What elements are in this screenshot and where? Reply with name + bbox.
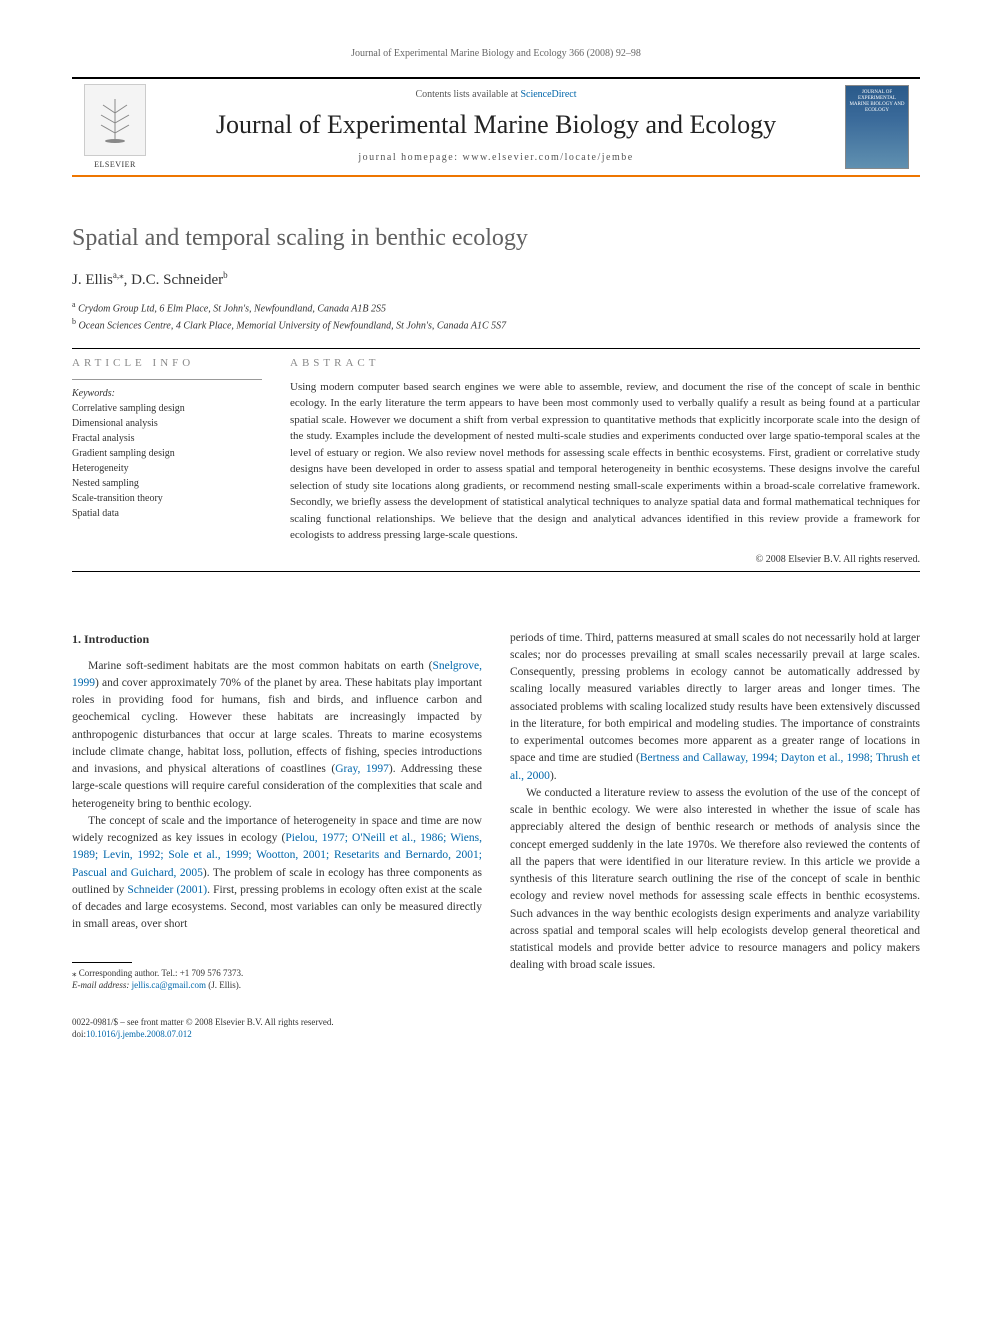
info-abstract-row: ARTICLE INFO Keywords: Correlative sampl… [72,357,920,565]
running-header: Journal of Experimental Marine Biology a… [72,48,920,59]
keyword-item: Fractal analysis [72,431,262,446]
keyword-item: Nested sampling [72,476,262,491]
abstract-heading: ABSTRACT [290,357,920,369]
keyword-item: Heterogeneity [72,461,262,476]
keyword-item: Dimensional analysis [72,416,262,431]
author-1-affil-marks: a,⁎ [113,270,124,280]
article-info-block: ARTICLE INFO Keywords: Correlative sampl… [72,357,262,565]
cover-thumb-block: JOURNAL OF EXPERIMENTAL MARINE BIOLOGY A… [834,79,920,175]
body-paragraph: We conducted a literature review to asse… [510,785,920,975]
elsevier-tree-icon [84,84,146,156]
contents-available-line: Contents lists available at ScienceDirec… [166,89,826,100]
contents-prefix: Contents lists available at [415,89,520,100]
affiliation-b: b Ocean Sciences Centre, 4 Clark Place, … [72,316,920,333]
footer-front-matter: 0022-0981/$ – see front matter © 2008 El… [72,1016,920,1029]
author-2-affil-marks: b [223,270,228,280]
page-footer: 0022-0981/$ – see front matter © 2008 El… [72,1016,920,1041]
journal-masthead: ELSEVIER Contents lists available at Sci… [72,77,920,177]
corresponding-author-block: ⁎ Corresponding author. Tel.: +1 709 576… [72,967,482,992]
sciencedirect-link[interactable]: ScienceDirect [520,89,576,100]
publisher-label: ELSEVIER [94,160,136,169]
keyword-item: Correlative sampling design [72,401,262,416]
info-divider [72,379,262,380]
corresponding-email-link[interactable]: jellis.ca@gmail.com [132,980,206,990]
publisher-block: ELSEVIER [72,79,158,175]
keywords-list: Correlative sampling design Dimensional … [72,401,262,521]
section-rule [72,348,920,349]
homepage-prefix: journal homepage: [358,152,462,163]
body-paragraph: periods of time. Third, patterns measure… [510,630,920,785]
citation-link[interactable]: Schneider (2001) [127,884,207,896]
affiliations: a Crydom Group Ltd, 6 Elm Place, St John… [72,299,920,334]
citation-link[interactable]: Gray, 1997 [335,763,389,775]
body-column-left: 1. Introduction Marine soft-sediment hab… [72,630,482,992]
body-paragraph: The concept of scale and the importance … [72,813,482,934]
section-rule [72,571,920,572]
keyword-item: Gradient sampling design [72,446,262,461]
homepage-url: www.elsevier.com/locate/jembe [463,152,634,163]
abstract-copyright: © 2008 Elsevier B.V. All rights reserved… [290,554,920,565]
journal-homepage-line: journal homepage: www.elsevier.com/locat… [166,152,826,163]
author-1-name: J. Ellis [72,272,113,288]
page: Journal of Experimental Marine Biology a… [0,0,992,1081]
abstract-block: ABSTRACT Using modern computer based sea… [290,357,920,565]
footer-doi: doi:10.1016/j.jembe.2008.07.012 [72,1028,920,1041]
masthead-center: Contents lists available at ScienceDirec… [158,79,834,175]
journal-cover-thumbnail: JOURNAL OF EXPERIMENTAL MARINE BIOLOGY A… [845,85,909,169]
corresponding-email-line: E-mail address: jellis.ca@gmail.com (J. … [72,979,482,992]
abstract-text: Using modern computer based search engin… [290,379,920,544]
corresponding-divider [72,962,132,963]
body-paragraph: Marine soft-sediment habitats are the mo… [72,658,482,813]
author-list: J. Ellisa,⁎, D.C. Schneiderb [72,270,920,289]
affiliation-a: a Crydom Group Ltd, 6 Elm Place, St John… [72,299,920,316]
keyword-item: Scale-transition theory [72,491,262,506]
author-2-name: , D.C. Schneider [124,272,224,288]
doi-link[interactable]: 10.1016/j.jembe.2008.07.012 [86,1029,192,1039]
body-columns: 1. Introduction Marine soft-sediment hab… [72,630,920,992]
corresponding-tel: ⁎ Corresponding author. Tel.: +1 709 576… [72,967,482,980]
keywords-label: Keywords: [72,388,262,399]
section-1-heading: 1. Introduction [72,630,482,648]
article-title: Spatial and temporal scaling in benthic … [72,225,920,252]
body-column-right: periods of time. Third, patterns measure… [510,630,920,992]
journal-title: Journal of Experimental Marine Biology a… [166,110,826,140]
keyword-item: Spatial data [72,506,262,521]
article-info-heading: ARTICLE INFO [72,357,262,369]
